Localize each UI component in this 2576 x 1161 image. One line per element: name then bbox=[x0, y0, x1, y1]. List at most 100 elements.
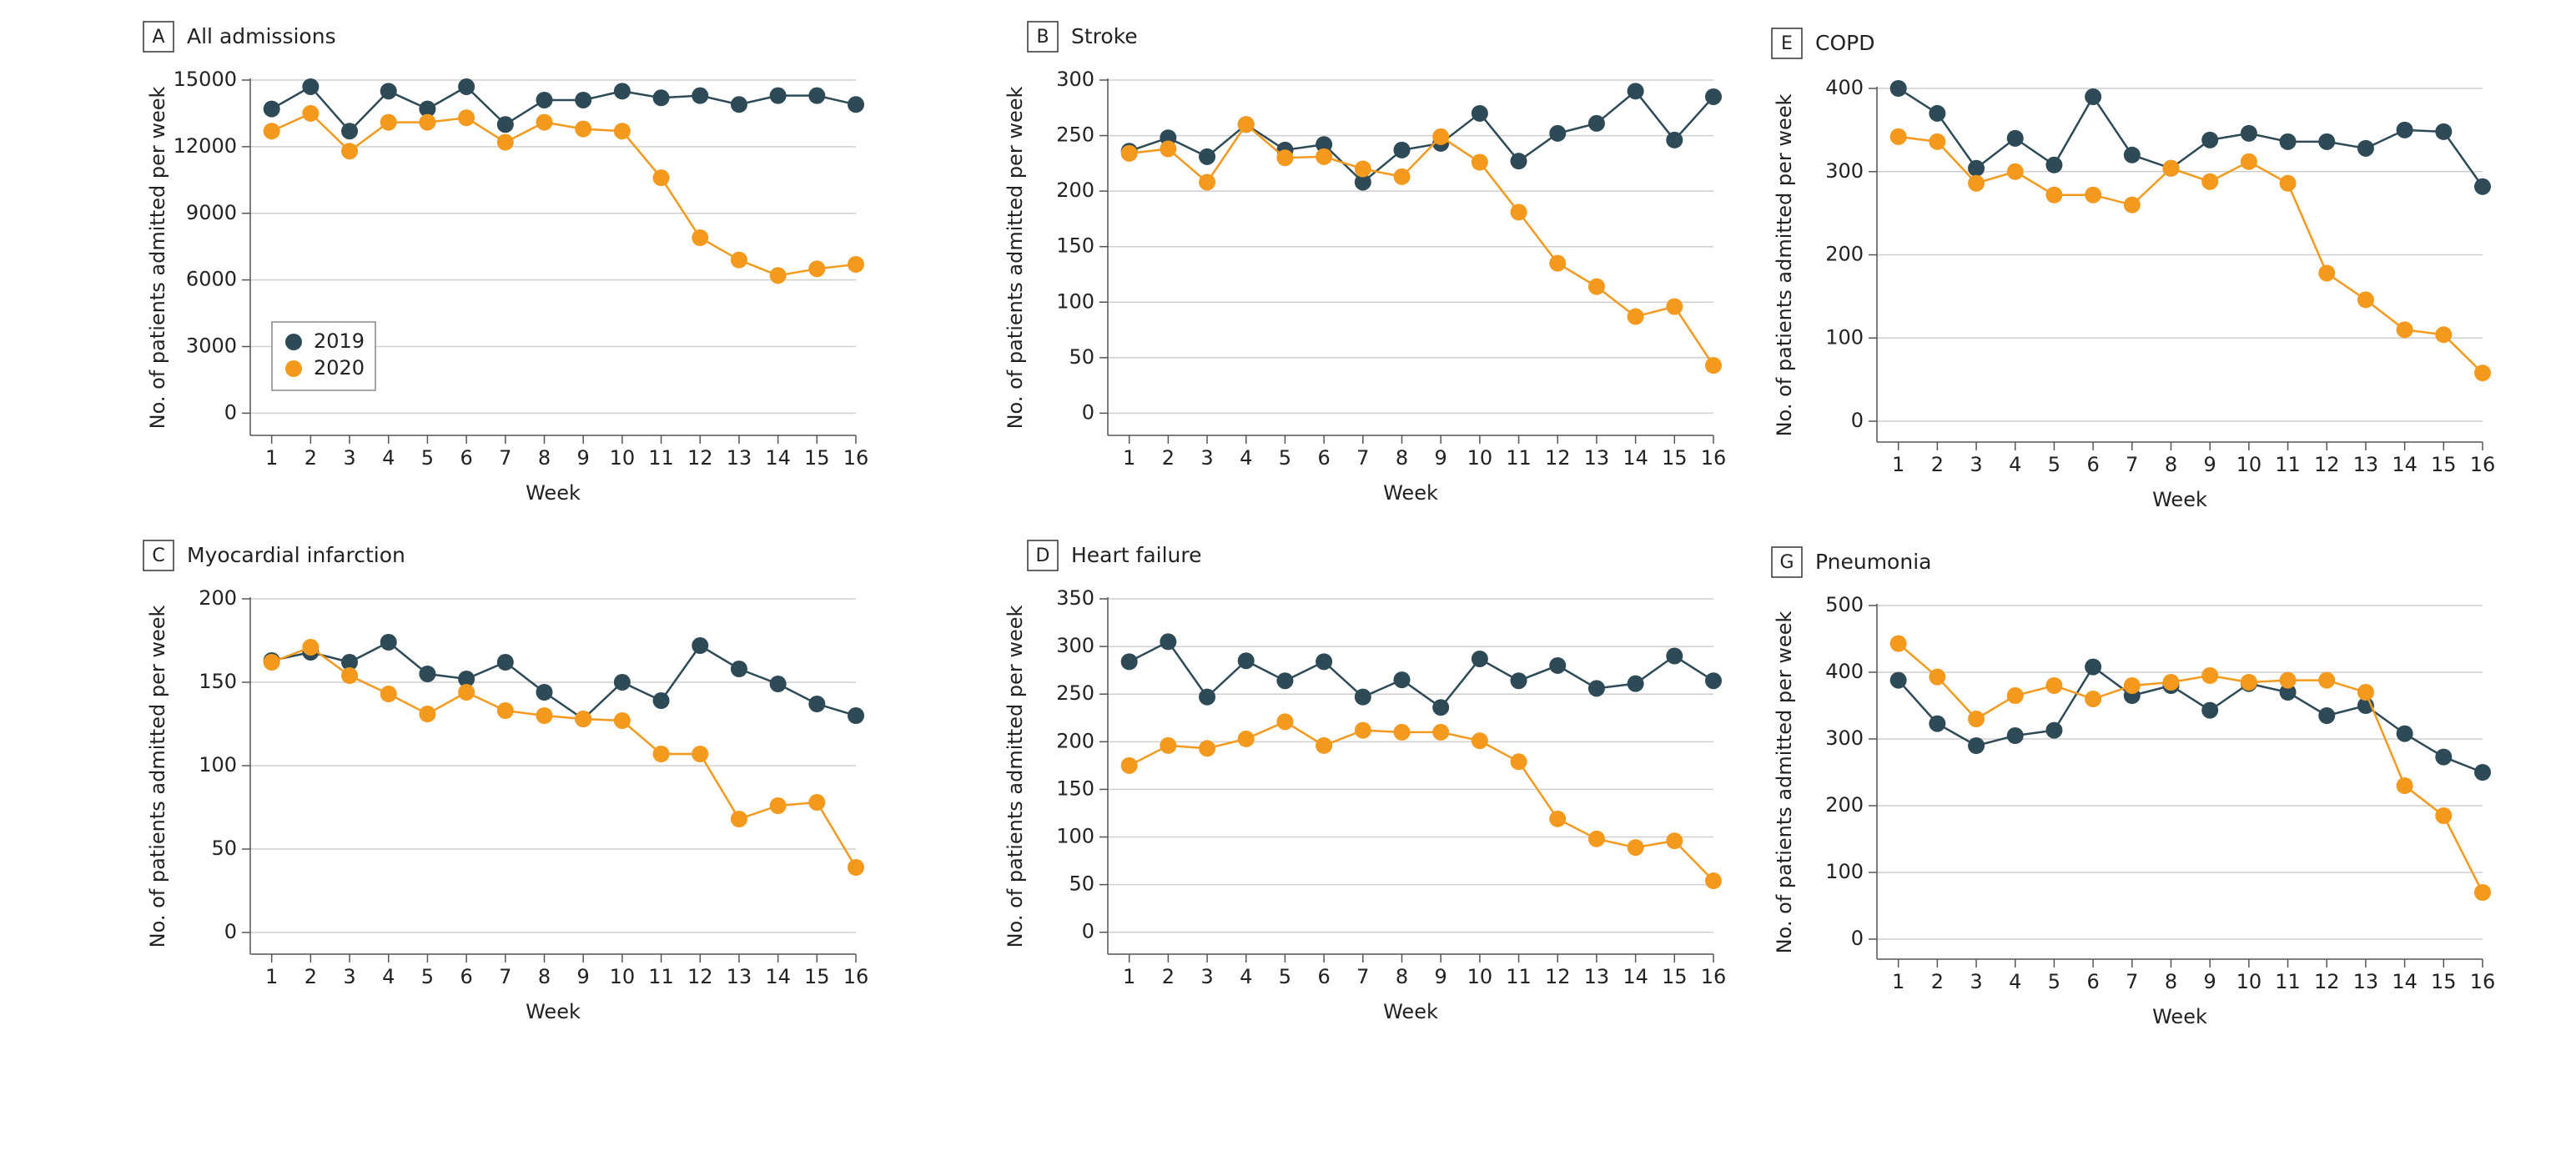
data-point bbox=[1316, 136, 1333, 153]
data-point bbox=[1705, 88, 1722, 105]
x-tick-label: 9 bbox=[577, 446, 590, 470]
data-point bbox=[575, 711, 592, 727]
data-point bbox=[380, 634, 397, 651]
data-point bbox=[2045, 721, 2063, 739]
x-tick-label: 5 bbox=[421, 965, 434, 988]
panel-label: C bbox=[152, 545, 164, 566]
data-point bbox=[341, 667, 359, 684]
x-tick-label: 5 bbox=[1279, 446, 1291, 470]
legend-box bbox=[271, 321, 376, 391]
x-tick-label: 2 bbox=[1162, 965, 1175, 988]
data-point bbox=[1471, 732, 1488, 750]
x-tick-label: 15 bbox=[2431, 453, 2457, 476]
x-tick-label: 16 bbox=[2470, 453, 2496, 476]
data-point bbox=[458, 109, 475, 127]
x-tick-label: 6 bbox=[1317, 965, 1330, 988]
data-point bbox=[1393, 141, 1411, 158]
x-tick-label: 6 bbox=[460, 446, 472, 470]
y-tick-label: 0 bbox=[1082, 400, 1094, 424]
data-point bbox=[1354, 688, 1371, 706]
x-tick-label: 14 bbox=[765, 965, 791, 988]
y-tick-label: 250 bbox=[1056, 123, 1094, 147]
data-point bbox=[2396, 777, 2413, 794]
data-point bbox=[380, 83, 397, 100]
data-point bbox=[263, 100, 280, 118]
x-tick-label: 1 bbox=[1123, 446, 1135, 470]
data-point bbox=[2396, 321, 2413, 339]
x-tick-label: 8 bbox=[2165, 453, 2177, 476]
data-point bbox=[496, 133, 514, 151]
data-point bbox=[1549, 124, 1567, 142]
x-tick-label: 12 bbox=[1545, 446, 1571, 470]
data-point bbox=[1393, 671, 1411, 689]
data-point bbox=[1432, 128, 1450, 145]
x-tick-label: 12 bbox=[687, 965, 713, 988]
y-tick-label: 9000 bbox=[186, 201, 237, 224]
legend-label: 2019 bbox=[314, 329, 365, 353]
data-point bbox=[1510, 753, 1527, 771]
data-point bbox=[536, 91, 553, 108]
y-axis-label: No. of patients admitted per week bbox=[146, 87, 169, 430]
y-tick-label: 200 bbox=[1825, 793, 1864, 817]
data-point bbox=[2474, 764, 2491, 781]
panel-label: E bbox=[1781, 33, 1793, 54]
y-axis-label: No. of patients admitted per week bbox=[1004, 606, 1027, 948]
data-point bbox=[1929, 133, 1946, 150]
data-point bbox=[341, 143, 359, 160]
x-tick-label: 8 bbox=[538, 446, 551, 470]
y-tick-label: 200 bbox=[1056, 178, 1094, 202]
chart-title: COPD bbox=[1815, 31, 1874, 55]
data-point bbox=[1929, 668, 1946, 686]
data-point bbox=[1705, 357, 1722, 374]
data-point bbox=[1929, 715, 1946, 732]
data-point bbox=[2045, 677, 2063, 694]
data-point bbox=[848, 255, 864, 273]
x-tick-label: 10 bbox=[2236, 970, 2262, 993]
x-tick-label: 1 bbox=[1892, 970, 1904, 993]
x-axis-label: Week bbox=[2152, 488, 2207, 511]
data-point bbox=[1237, 116, 1255, 133]
x-tick-label: 8 bbox=[1396, 965, 1408, 988]
y-tick-label: 200 bbox=[199, 586, 237, 610]
y-tick-label: 0 bbox=[1851, 927, 1864, 950]
data-point bbox=[652, 692, 670, 709]
panel-label-box bbox=[1771, 28, 1803, 59]
data-point bbox=[1549, 656, 1567, 674]
data-point bbox=[808, 794, 826, 811]
x-tick-label: 2 bbox=[304, 446, 317, 470]
x-tick-label: 12 bbox=[1545, 965, 1571, 988]
data-point bbox=[1471, 153, 1488, 171]
data-point bbox=[1393, 723, 1411, 741]
legend-swatch bbox=[285, 334, 302, 350]
panel-label-box bbox=[143, 21, 174, 53]
data-point bbox=[652, 89, 670, 107]
y-tick-label: 100 bbox=[1056, 289, 1094, 313]
data-point bbox=[458, 684, 475, 701]
x-axis-label: Week bbox=[526, 481, 581, 505]
x-tick-label: 10 bbox=[1467, 965, 1493, 988]
data-point bbox=[769, 676, 787, 692]
data-point bbox=[2318, 133, 2336, 150]
x-tick-label: 7 bbox=[2126, 970, 2138, 993]
data-point bbox=[730, 251, 747, 269]
data-point bbox=[1587, 830, 1605, 847]
data-point bbox=[2279, 671, 2297, 689]
x-tick-label: 4 bbox=[1240, 965, 1252, 988]
x-axis-label: Week bbox=[526, 1000, 581, 1023]
x-tick-label: 6 bbox=[2086, 970, 2099, 993]
data-point bbox=[1968, 711, 1985, 727]
data-point bbox=[2474, 364, 2491, 382]
data-point bbox=[1120, 756, 1138, 774]
data-point bbox=[1120, 144, 1138, 162]
data-point bbox=[2045, 186, 2063, 204]
data-point bbox=[1549, 810, 1567, 827]
chart-title: All admissions bbox=[187, 24, 336, 48]
data-point bbox=[1666, 298, 1683, 315]
series-line bbox=[271, 112, 857, 277]
x-tick-label: 13 bbox=[2353, 970, 2379, 993]
panel-label: G bbox=[1779, 552, 1794, 573]
data-point bbox=[419, 666, 436, 682]
